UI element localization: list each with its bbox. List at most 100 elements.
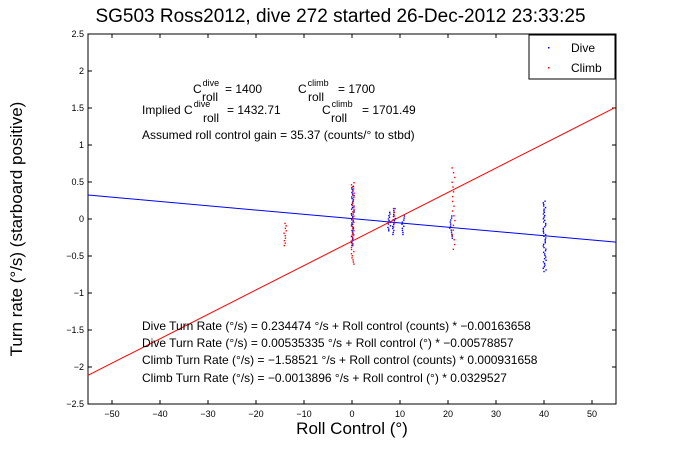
point-climb: [283, 232, 285, 234]
point-climb: [350, 246, 353, 249]
x-tick-label: 10: [395, 409, 405, 419]
point-climb: [353, 230, 355, 232]
annotation-c-dive: Cdive: [193, 78, 219, 96]
legend-box: [528, 34, 616, 80]
point-dive: [542, 205, 545, 207]
point-dive: [393, 209, 395, 212]
point-dive: [351, 206, 354, 209]
point-dive: [545, 259, 547, 262]
point-climb: [353, 207, 355, 209]
y-tick-label: −0.5: [66, 251, 84, 261]
point-dive: [542, 251, 545, 254]
x-tick-label: −40: [152, 409, 167, 419]
point-dive: [389, 225, 392, 227]
legend-marker-dive: [548, 47, 550, 49]
point-dive: [544, 242, 546, 244]
point-dive: [353, 234, 355, 236]
point-climb: [351, 217, 354, 219]
point-dive: [545, 248, 547, 250]
point-climb: [351, 255, 353, 257]
annotation-implied-dive-value: = 1432.71: [227, 103, 281, 117]
point-climb: [351, 186, 354, 188]
point-climb: [452, 248, 455, 250]
point-dive: [352, 237, 354, 239]
point-dive: [389, 221, 391, 224]
point-dive: [544, 234, 547, 236]
point-dive: [449, 227, 451, 229]
point-dive: [544, 222, 547, 225]
point-dive: [450, 229, 452, 231]
point-dive: [545, 269, 547, 271]
point-dive: [402, 231, 404, 234]
point-dive: [388, 211, 391, 213]
point-climb: [351, 225, 354, 228]
point-climb: [284, 227, 287, 230]
y-tick-label: 0.5: [71, 177, 84, 187]
point-dive: [543, 219, 546, 222]
point-climb: [350, 248, 353, 251]
x-tick-label: 20: [443, 409, 453, 419]
annotation-c-climb-sub: roll: [308, 90, 324, 104]
point-dive: [403, 225, 405, 227]
annotation-gain: Assumed roll control gain = 35.37 (count…: [142, 128, 415, 142]
point-dive: [450, 219, 452, 221]
point-dive: [388, 230, 390, 232]
point-dive: [351, 193, 354, 195]
x-tick-label: −50: [104, 409, 119, 419]
point-dive: [392, 231, 394, 234]
point-dive: [351, 222, 353, 224]
annotations: Cdive roll = 1400 Cclimb roll = 1700 Imp…: [142, 78, 538, 385]
annotation-climb-counts: Climb Turn Rate (°/s) = −1.58521 °/s + R…: [142, 353, 538, 367]
point-climb: [351, 234, 354, 236]
point-dive: [544, 240, 546, 242]
annotation-implied-climb-sub: roll: [331, 111, 347, 125]
point-climb: [285, 230, 287, 232]
point-dive: [401, 223, 403, 225]
point-climb: [351, 211, 354, 213]
x-tick-label: 40: [539, 409, 549, 419]
point-dive: [353, 209, 355, 212]
point-climb: [351, 236, 354, 238]
point-climb: [350, 252, 353, 255]
point-climb: [352, 232, 354, 234]
point-dive: [351, 244, 354, 247]
point-dive: [351, 214, 353, 216]
point-dive: [543, 235, 545, 238]
point-dive: [451, 235, 453, 237]
point-climb: [284, 237, 287, 239]
point-climb: [393, 222, 395, 225]
point-dive: [388, 214, 390, 217]
x-tick-label: −30: [200, 409, 215, 419]
point-dive: [351, 197, 353, 200]
point-dive: [351, 188, 353, 191]
point-climb: [284, 235, 286, 237]
point-climb: [352, 188, 355, 190]
point-dive: [351, 216, 354, 218]
point-dive: [544, 226, 546, 228]
point-climb: [351, 242, 353, 244]
point-dive: [353, 211, 355, 213]
point-dive: [401, 227, 404, 230]
point-dive: [450, 217, 453, 219]
x-tick-label: 50: [587, 409, 597, 419]
point-dive: [351, 229, 353, 232]
point-dive: [543, 208, 545, 210]
point-dive: [401, 229, 404, 232]
point-dive: [543, 203, 545, 206]
annotation-c-climb: Cclimb: [298, 78, 329, 96]
point-climb: [284, 242, 286, 244]
point-dive: [544, 254, 546, 257]
y-tick-label: −2.5: [66, 399, 84, 409]
point-dive: [350, 213, 353, 215]
point-dive: [449, 221, 451, 223]
point-climb: [353, 263, 355, 265]
point-climb: [392, 207, 395, 210]
point-climb: [352, 261, 355, 263]
point-dive: [393, 213, 395, 216]
point-dive: [389, 213, 391, 215]
point-dive: [543, 243, 545, 246]
point-climb: [453, 243, 456, 246]
y-tick-label: 0: [79, 214, 84, 224]
point-climb: [352, 200, 354, 203]
